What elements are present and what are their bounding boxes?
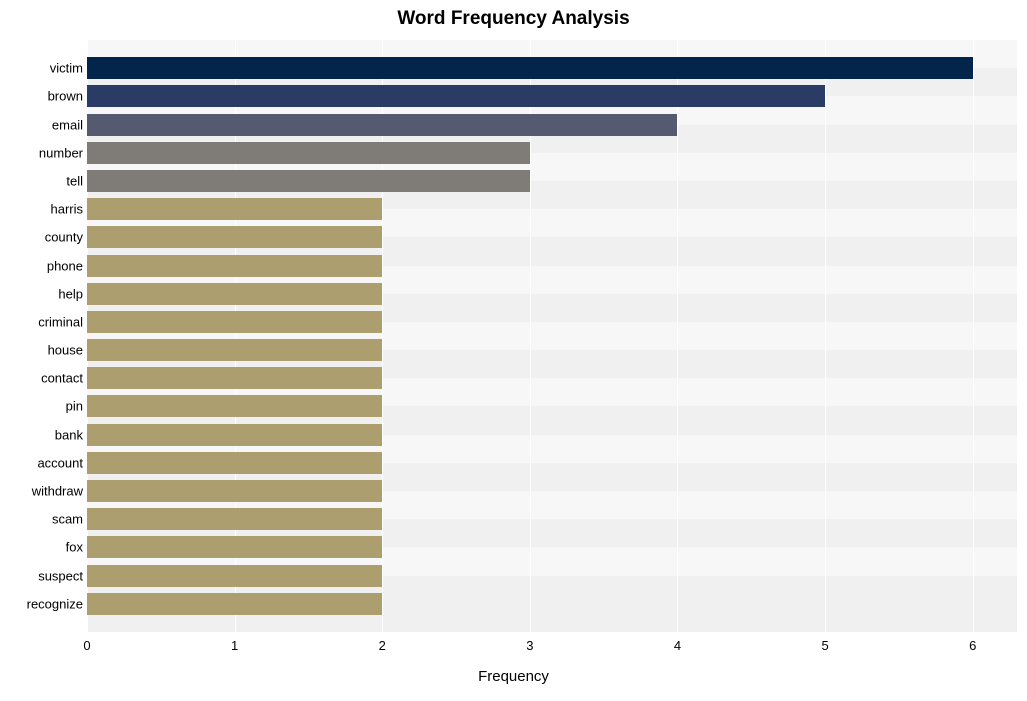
bar — [87, 424, 382, 446]
bar — [87, 367, 382, 389]
y-tick-label: pin — [66, 399, 83, 414]
y-tick-label: county — [45, 230, 83, 245]
bar — [87, 114, 677, 136]
y-tick-label: contact — [41, 371, 83, 386]
y-tick-label: account — [37, 455, 83, 470]
x-tick-label: 1 — [231, 638, 238, 653]
x-tick-label: 6 — [969, 638, 976, 653]
x-tick-label: 5 — [821, 638, 828, 653]
bar — [87, 565, 382, 587]
x-tick-label: 4 — [674, 638, 681, 653]
y-tick-label: help — [58, 286, 83, 301]
x-tick-label: 3 — [526, 638, 533, 653]
bar — [87, 142, 530, 164]
word-frequency-chart: Word Frequency Analysis Frequency 0 1 2 3 4 5… — [0, 0, 1027, 701]
y-tick-label: email — [52, 117, 83, 132]
y-tick-label: fox — [66, 540, 83, 555]
x-tick-label: 0 — [83, 638, 90, 653]
bar — [87, 311, 382, 333]
y-tick-label: recognize — [27, 596, 83, 611]
bar — [87, 593, 382, 615]
bar — [87, 85, 825, 107]
bar — [87, 283, 382, 305]
y-tick-label: number — [39, 145, 83, 160]
chart-title: Word Frequency Analysis — [0, 8, 1027, 30]
bar — [87, 452, 382, 474]
bar — [87, 255, 382, 277]
y-tick-label: phone — [47, 258, 83, 273]
x-grid-line — [973, 40, 974, 632]
y-tick-label: harris — [50, 202, 83, 217]
y-tick-label: bank — [55, 427, 83, 442]
bar — [87, 57, 973, 79]
y-tick-label: suspect — [38, 568, 83, 583]
y-tick-label: house — [48, 343, 83, 358]
bar — [87, 480, 382, 502]
bar — [87, 170, 530, 192]
x-grid-line — [825, 40, 826, 632]
bar — [87, 508, 382, 530]
y-tick-label: brown — [48, 89, 83, 104]
y-tick-label: scam — [52, 512, 83, 527]
y-tick-label: withdraw — [32, 484, 83, 499]
y-tick-label: tell — [66, 173, 83, 188]
bar — [87, 536, 382, 558]
bar — [87, 395, 382, 417]
bar — [87, 198, 382, 220]
y-tick-label: victim — [50, 61, 83, 76]
x-tick-label: 2 — [379, 638, 386, 653]
x-axis-title: Frequency — [0, 668, 1027, 685]
plot-area — [87, 40, 1017, 632]
x-grid-line — [677, 40, 678, 632]
y-tick-label: criminal — [38, 314, 83, 329]
bar — [87, 339, 382, 361]
bar — [87, 226, 382, 248]
